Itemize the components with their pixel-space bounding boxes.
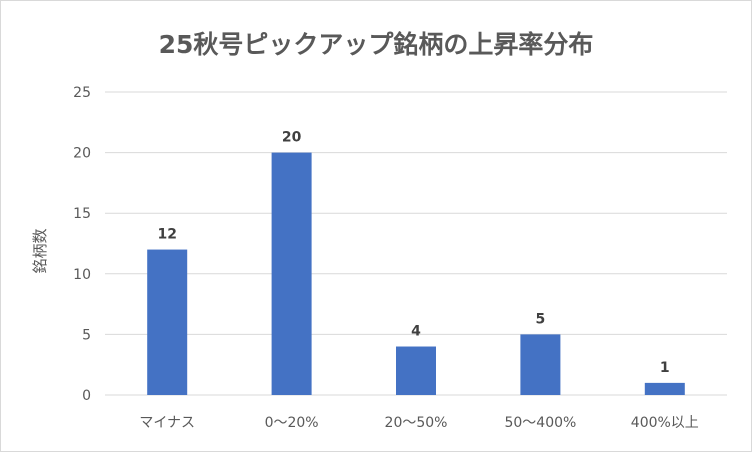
x-tick-label: 20〜50% bbox=[385, 415, 448, 431]
x-tick-label: マイナス bbox=[139, 415, 195, 431]
y-tick-label: 0 bbox=[82, 388, 91, 404]
bar bbox=[644, 382, 685, 395]
y-axis-label: 銘柄数 bbox=[31, 228, 49, 273]
y-tick-label: 25 bbox=[73, 85, 91, 101]
gridlines bbox=[105, 91, 727, 396]
bar bbox=[271, 152, 312, 395]
y-axis-ticks: 0 5 10 15 20 25 bbox=[73, 85, 91, 404]
bars bbox=[147, 152, 685, 395]
data-label: 5 bbox=[536, 311, 546, 327]
data-label: 1 bbox=[660, 360, 670, 376]
y-tick-label: 20 bbox=[73, 146, 91, 162]
data-label: 4 bbox=[411, 324, 421, 340]
x-axis-ticks: マイナス 0〜20% 20〜50% 50〜400% 400%以上 bbox=[139, 415, 698, 431]
x-tick-label: 0〜20% bbox=[265, 415, 319, 431]
x-tick-label: 400%以上 bbox=[631, 415, 699, 431]
data-label: 20 bbox=[282, 130, 302, 146]
y-tick-label: 10 bbox=[73, 267, 91, 283]
bar bbox=[396, 346, 436, 395]
bar bbox=[147, 249, 188, 395]
data-label: 12 bbox=[157, 227, 176, 243]
data-labels: 12 20 4 5 1 bbox=[157, 130, 669, 376]
y-tick-label: 15 bbox=[73, 206, 91, 222]
y-tick-label: 5 bbox=[82, 327, 91, 343]
x-tick-label: 50〜400% bbox=[504, 415, 576, 431]
chart-title: 25秋号ピックアップ銘柄の上昇率分布 bbox=[159, 30, 594, 59]
bar bbox=[520, 334, 561, 395]
